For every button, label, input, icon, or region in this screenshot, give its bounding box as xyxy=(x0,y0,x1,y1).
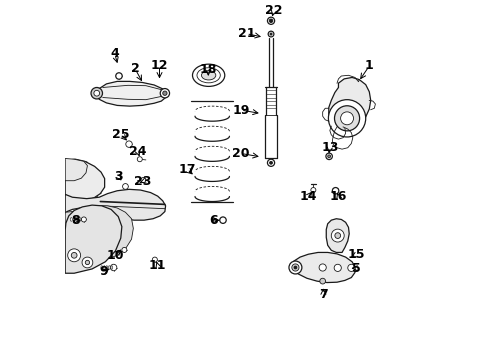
Circle shape xyxy=(81,217,86,222)
Polygon shape xyxy=(65,205,122,273)
Circle shape xyxy=(267,159,274,166)
Circle shape xyxy=(137,157,142,162)
Text: 12: 12 xyxy=(150,59,168,72)
Circle shape xyxy=(334,233,340,238)
Polygon shape xyxy=(325,219,348,252)
Ellipse shape xyxy=(76,218,78,221)
Circle shape xyxy=(82,257,93,268)
Polygon shape xyxy=(65,159,104,201)
Text: 23: 23 xyxy=(134,175,151,188)
Text: 14: 14 xyxy=(299,190,316,203)
Circle shape xyxy=(267,31,273,37)
Text: 8: 8 xyxy=(71,214,80,227)
Polygon shape xyxy=(65,189,165,220)
Text: 7: 7 xyxy=(318,288,327,301)
Text: 24: 24 xyxy=(129,145,146,158)
Circle shape xyxy=(327,155,330,158)
Circle shape xyxy=(141,177,145,183)
Circle shape xyxy=(85,260,89,265)
Text: 22: 22 xyxy=(264,4,282,17)
Text: 4: 4 xyxy=(110,47,119,60)
Circle shape xyxy=(288,261,301,274)
Circle shape xyxy=(219,217,226,224)
Circle shape xyxy=(116,73,122,79)
Circle shape xyxy=(269,19,272,23)
Text: 13: 13 xyxy=(321,141,338,154)
Circle shape xyxy=(340,112,353,125)
Circle shape xyxy=(267,17,274,24)
Circle shape xyxy=(328,100,365,137)
Polygon shape xyxy=(65,158,87,181)
Circle shape xyxy=(269,33,271,35)
Text: 19: 19 xyxy=(232,104,249,117)
Ellipse shape xyxy=(111,266,112,269)
Text: 18: 18 xyxy=(199,63,217,76)
Ellipse shape xyxy=(108,266,110,269)
Text: 25: 25 xyxy=(112,127,129,141)
Circle shape xyxy=(310,188,315,193)
Circle shape xyxy=(334,106,359,131)
Ellipse shape xyxy=(73,218,75,221)
Circle shape xyxy=(94,90,100,96)
Circle shape xyxy=(269,161,272,164)
Polygon shape xyxy=(328,77,370,129)
Ellipse shape xyxy=(201,71,215,80)
Text: 20: 20 xyxy=(232,147,249,160)
Text: 2: 2 xyxy=(130,62,139,75)
Ellipse shape xyxy=(79,218,81,221)
Circle shape xyxy=(333,264,341,271)
Ellipse shape xyxy=(70,218,72,221)
Circle shape xyxy=(347,264,354,271)
Text: 1: 1 xyxy=(364,59,373,72)
Circle shape xyxy=(110,264,117,271)
Circle shape xyxy=(293,266,296,269)
Circle shape xyxy=(152,257,157,262)
Text: 17: 17 xyxy=(178,163,196,176)
Ellipse shape xyxy=(197,68,220,83)
Polygon shape xyxy=(292,252,354,283)
Ellipse shape xyxy=(106,266,107,269)
Circle shape xyxy=(91,87,102,99)
Text: 3: 3 xyxy=(114,170,122,183)
Circle shape xyxy=(122,247,126,252)
Circle shape xyxy=(319,278,325,284)
Circle shape xyxy=(319,264,325,271)
Text: 9: 9 xyxy=(100,265,108,278)
Circle shape xyxy=(71,252,77,258)
Circle shape xyxy=(291,264,298,271)
Ellipse shape xyxy=(101,266,102,269)
Circle shape xyxy=(160,89,169,98)
Polygon shape xyxy=(97,81,166,106)
Circle shape xyxy=(67,249,81,262)
Text: 15: 15 xyxy=(347,248,365,261)
Circle shape xyxy=(325,153,332,159)
Circle shape xyxy=(163,91,167,95)
Text: 5: 5 xyxy=(351,262,360,275)
Text: 21: 21 xyxy=(237,27,255,40)
Circle shape xyxy=(330,229,344,242)
Circle shape xyxy=(125,141,132,147)
Text: 11: 11 xyxy=(149,259,166,272)
Text: 16: 16 xyxy=(329,190,346,203)
Circle shape xyxy=(332,188,338,194)
Text: 10: 10 xyxy=(106,249,124,262)
Polygon shape xyxy=(65,206,133,260)
Ellipse shape xyxy=(192,64,224,86)
Text: 6: 6 xyxy=(209,214,218,227)
Ellipse shape xyxy=(103,266,105,269)
Circle shape xyxy=(122,184,128,189)
